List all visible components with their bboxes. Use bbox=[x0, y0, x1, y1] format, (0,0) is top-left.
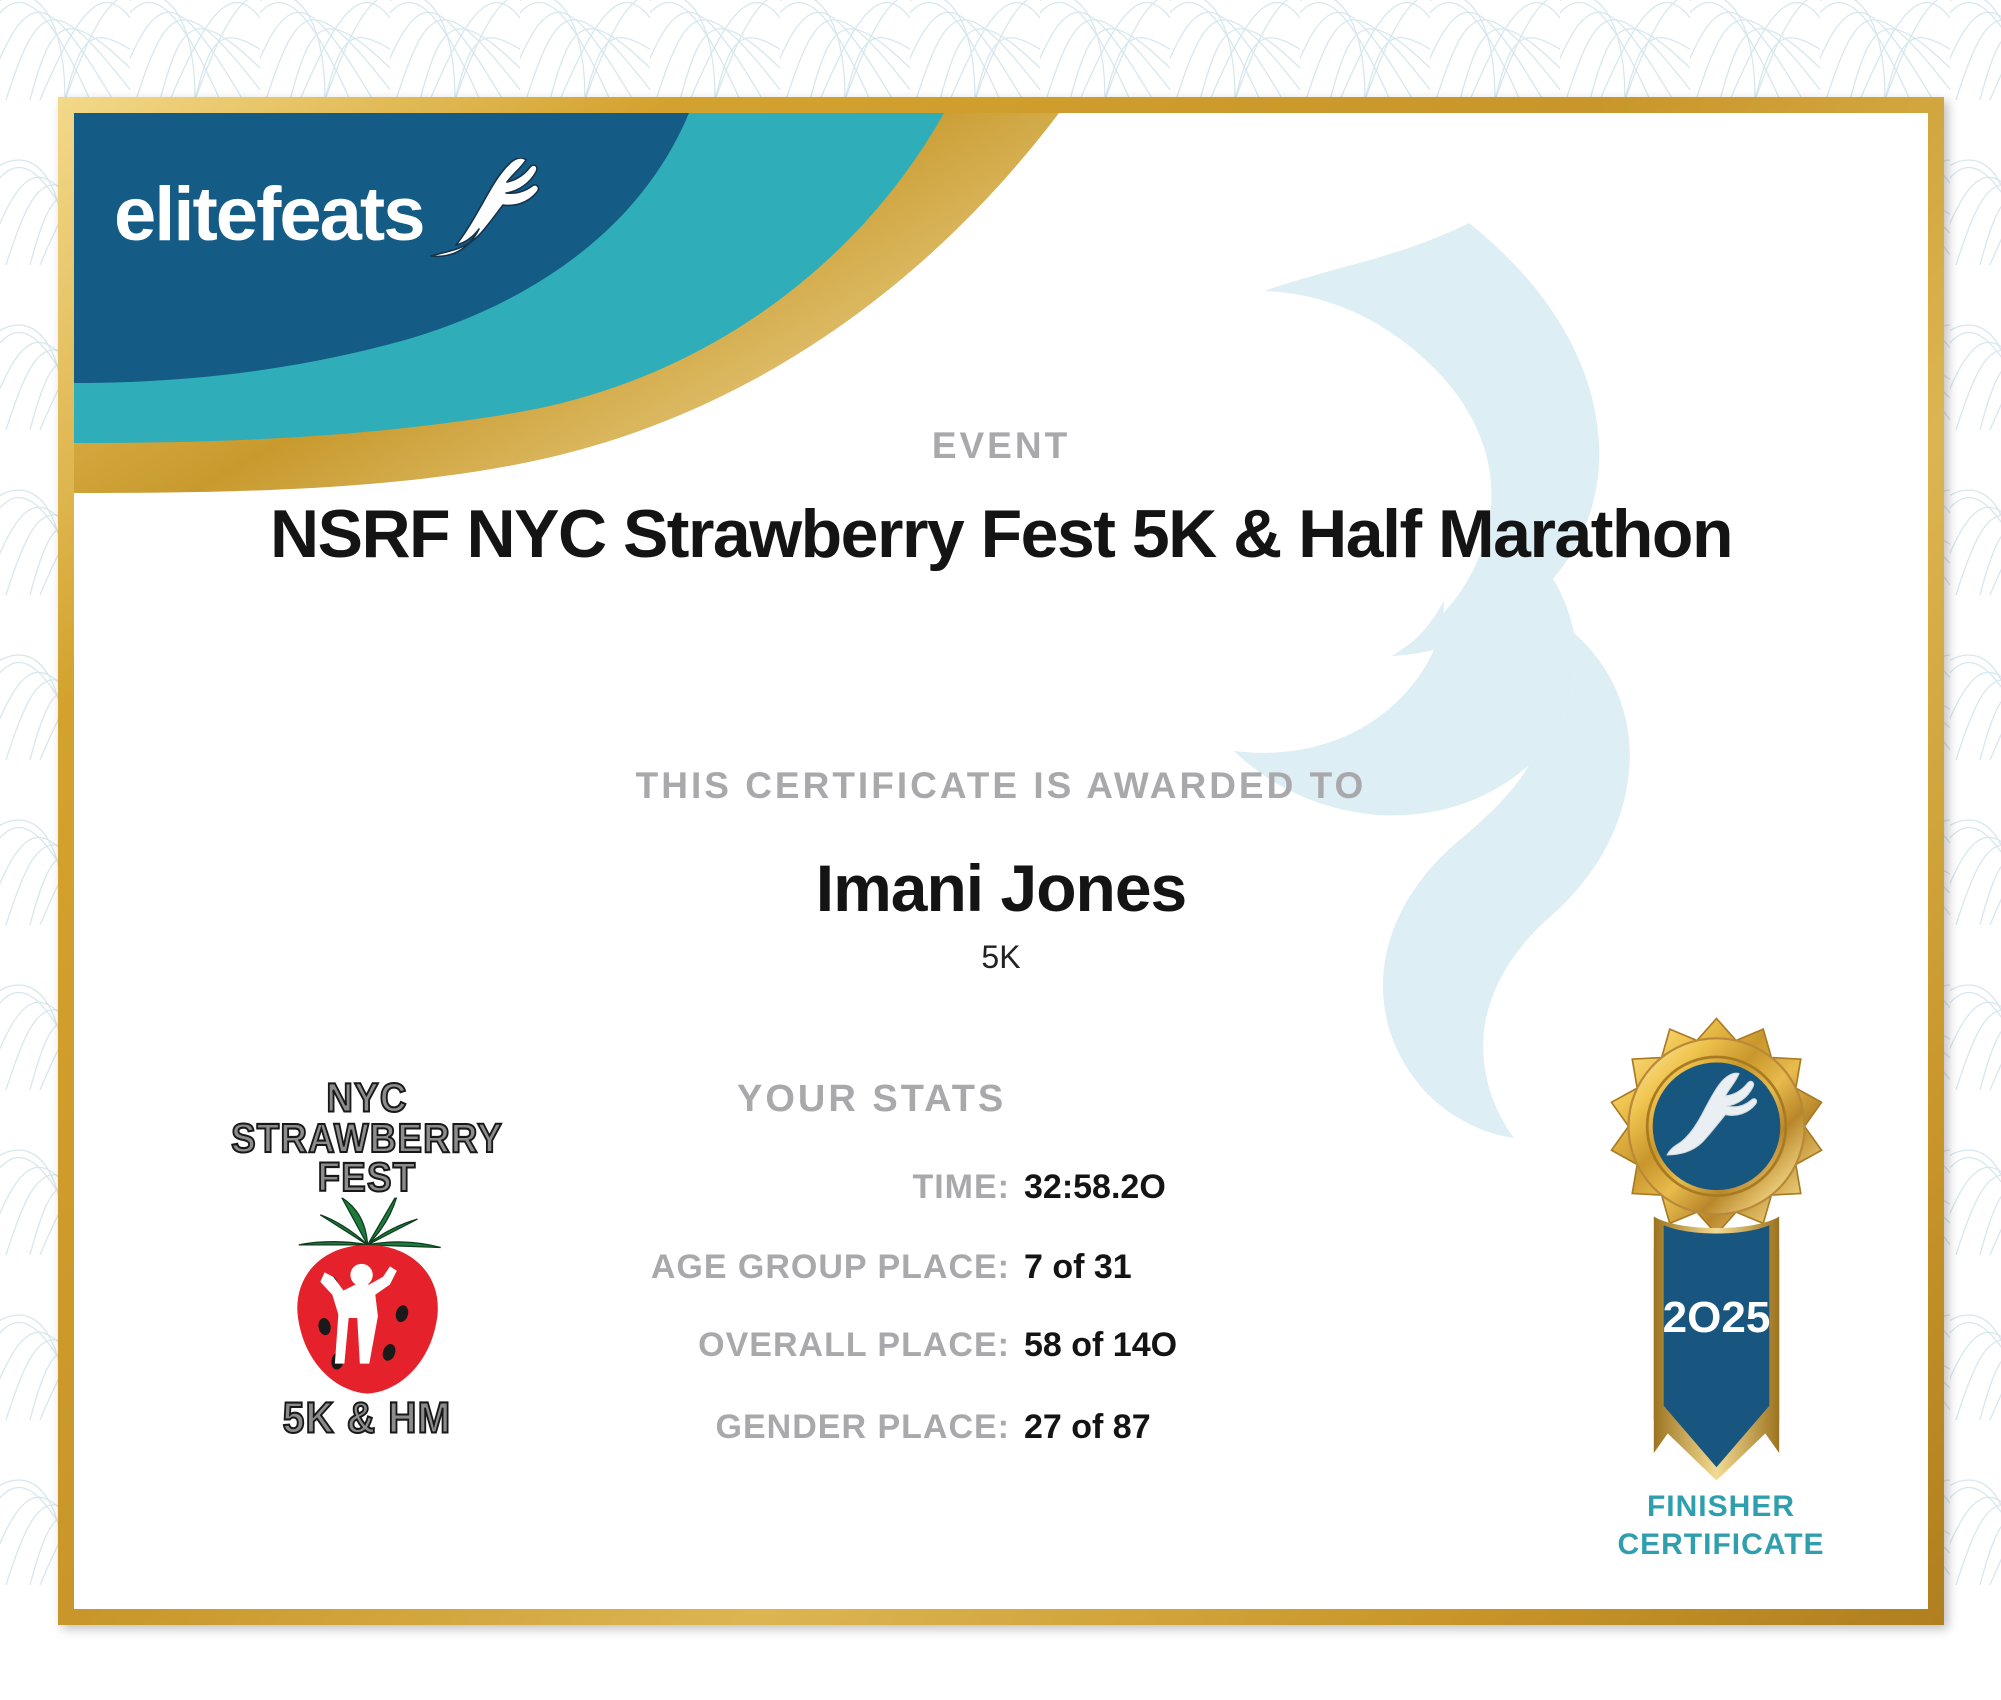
svg-text:2O25: 2O25 bbox=[1663, 1293, 1771, 1342]
